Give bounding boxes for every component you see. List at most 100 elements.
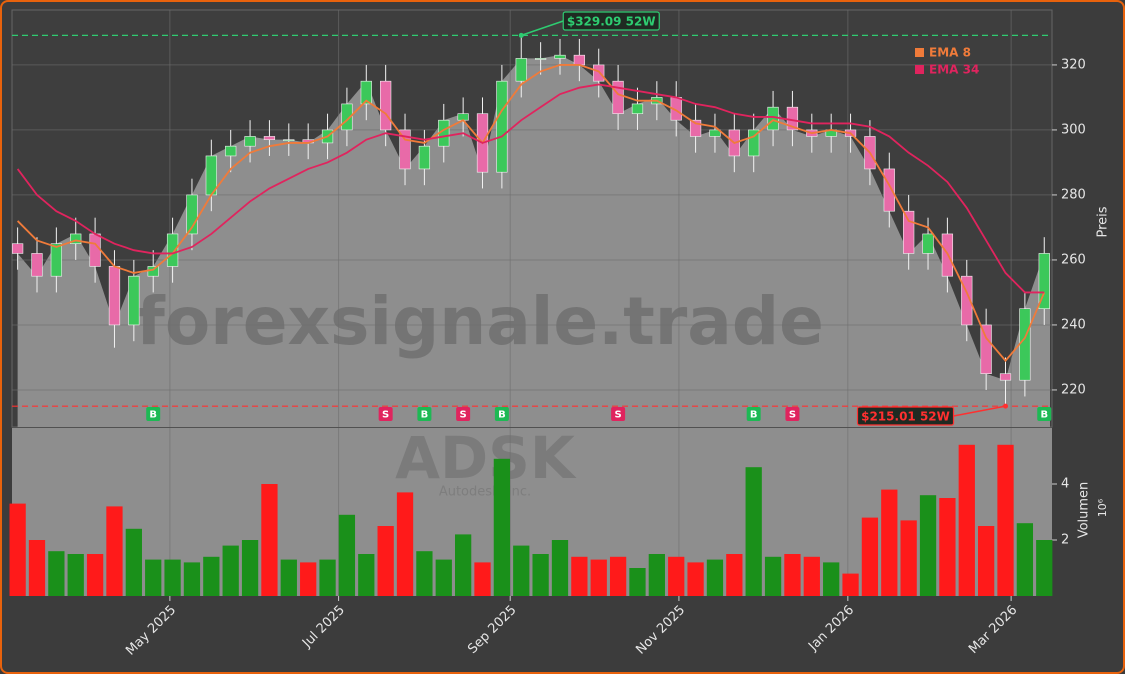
volume-bar bbox=[125, 528, 142, 596]
candle-body bbox=[186, 194, 198, 235]
candle-body bbox=[399, 129, 411, 170]
volume-bar bbox=[435, 559, 452, 596]
x-tick-label: May 2025 bbox=[123, 603, 179, 659]
signal-label: S bbox=[615, 410, 622, 421]
annotation-label: $215.01 52W bbox=[861, 410, 950, 424]
volume-bar bbox=[900, 520, 917, 596]
volume-bar bbox=[455, 534, 472, 596]
volume-bar bbox=[551, 540, 569, 596]
legend-label: EMA 34 bbox=[929, 63, 979, 77]
volume-bar bbox=[803, 556, 820, 596]
legend-label: EMA 8 bbox=[929, 46, 971, 60]
volume-bar bbox=[687, 562, 704, 596]
volume-bar bbox=[706, 559, 724, 596]
candle-body bbox=[70, 233, 82, 244]
candle-body bbox=[147, 266, 159, 277]
volume-bar bbox=[939, 498, 956, 596]
volume-bar bbox=[919, 495, 937, 596]
signal-label: S bbox=[789, 410, 796, 421]
candle-body bbox=[263, 136, 276, 140]
volume-bar bbox=[300, 562, 317, 596]
candle-body bbox=[903, 210, 915, 254]
y-tick-label: 320 bbox=[1061, 57, 1086, 72]
signal-marker bbox=[417, 407, 432, 421]
signal-marker bbox=[378, 407, 393, 421]
volume-bar bbox=[319, 559, 336, 596]
volume-bar bbox=[997, 444, 1014, 596]
y-tick-label: 240 bbox=[1061, 317, 1086, 332]
ema-line bbox=[16, 83, 1045, 294]
volume-bar bbox=[48, 551, 65, 596]
signal-marker bbox=[1037, 407, 1052, 421]
signal-label: S bbox=[460, 410, 467, 421]
annotation-box bbox=[562, 11, 660, 31]
price-area bbox=[17, 55, 1051, 428]
volume-bar bbox=[648, 554, 665, 596]
volume-bar bbox=[222, 545, 239, 596]
legend-swatch bbox=[915, 65, 924, 74]
y-tick-label: 4 bbox=[1061, 477, 1069, 492]
candle-body bbox=[980, 324, 992, 374]
volume-bar bbox=[9, 503, 26, 596]
volume-bar bbox=[532, 554, 549, 596]
annotation-arrow bbox=[521, 20, 564, 37]
x-tick-label: Sep 2025 bbox=[465, 603, 519, 657]
candle-body bbox=[380, 80, 392, 131]
volume-bar bbox=[861, 517, 879, 596]
x-tick-label: Mar 2026 bbox=[966, 603, 1020, 657]
volume-bar bbox=[726, 554, 743, 596]
volume-bar bbox=[474, 562, 491, 596]
signal-label: B bbox=[498, 410, 506, 421]
annotation: $215.01 52W bbox=[856, 403, 1009, 426]
candle-body bbox=[496, 80, 508, 173]
ticker-watermark: ADSK bbox=[395, 424, 577, 492]
volume-bar bbox=[958, 444, 975, 596]
legend-swatch bbox=[915, 48, 924, 57]
candle-body bbox=[961, 275, 973, 326]
candle-body bbox=[534, 58, 547, 60]
volume-bar bbox=[1016, 523, 1034, 596]
candle-body bbox=[128, 275, 140, 326]
candle-body bbox=[1019, 308, 1031, 381]
volume-bar bbox=[396, 492, 414, 596]
annotation-box bbox=[856, 406, 955, 426]
candle-body bbox=[31, 253, 43, 277]
candle-body bbox=[1038, 253, 1050, 309]
candle-body bbox=[341, 103, 353, 131]
candle-body bbox=[631, 103, 644, 114]
candle-body bbox=[922, 233, 934, 254]
candle-body bbox=[225, 145, 237, 157]
volume-bar bbox=[164, 559, 181, 596]
annotation-tip bbox=[518, 32, 524, 38]
volume-bar bbox=[590, 559, 607, 596]
volume-bar bbox=[668, 556, 685, 596]
volume-bar bbox=[67, 554, 84, 596]
y-axis-label: Volumen bbox=[1077, 482, 1092, 539]
volume-bar bbox=[513, 545, 530, 596]
y-tick-label: 300 bbox=[1061, 122, 1086, 137]
candle-body bbox=[767, 106, 779, 131]
candle-body bbox=[709, 129, 721, 137]
volume-bar bbox=[203, 556, 220, 596]
candle-body bbox=[283, 139, 295, 141]
candle-body bbox=[554, 54, 566, 59]
volume-bar bbox=[338, 514, 356, 596]
signal-label: B bbox=[750, 410, 758, 421]
volume-bar bbox=[280, 559, 297, 596]
volume-bar bbox=[1036, 540, 1053, 596]
annotation-tip bbox=[1003, 403, 1009, 409]
candle-body bbox=[883, 168, 895, 212]
volume-bar bbox=[106, 506, 123, 596]
x-tick-label: Jul 2025 bbox=[299, 603, 348, 652]
candle-body bbox=[593, 64, 605, 82]
y-tick-label: 220 bbox=[1061, 382, 1086, 397]
y-axis-label: Preis bbox=[1096, 206, 1111, 237]
candle-body bbox=[360, 80, 372, 105]
ema-line bbox=[16, 64, 1046, 363]
volume-bar bbox=[28, 540, 46, 596]
volume-bar bbox=[784, 554, 801, 596]
volume-bar bbox=[493, 458, 511, 596]
signal-marker bbox=[494, 407, 509, 421]
